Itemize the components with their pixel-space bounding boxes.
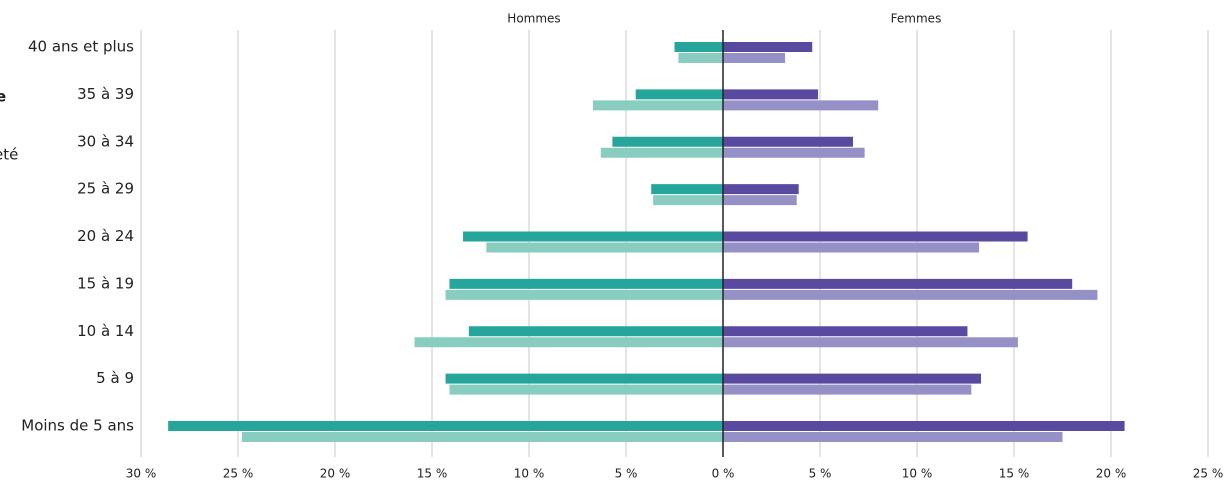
bar	[449, 278, 723, 289]
bar	[463, 231, 723, 242]
bar	[723, 53, 786, 63]
bar	[674, 42, 723, 52]
bar	[723, 242, 980, 253]
bar	[723, 432, 1063, 442]
x-tick-label: 5 %	[809, 467, 832, 481]
bar	[723, 231, 1028, 242]
bar	[445, 373, 723, 384]
bar	[445, 289, 723, 300]
x-tick-label: 15 %	[999, 467, 1030, 481]
bar	[241, 432, 723, 442]
bar	[723, 184, 799, 195]
bar	[653, 195, 723, 206]
x-tick-label: 20 %	[320, 467, 351, 481]
bar	[168, 421, 723, 431]
x-tick-label: 30 %	[126, 467, 157, 481]
bar	[723, 89, 819, 100]
bar	[449, 384, 723, 395]
x-tick-label: 25 %	[1193, 467, 1224, 481]
bar	[678, 53, 723, 63]
bar	[723, 278, 1073, 289]
y-tick-label: 40 ans et plus	[28, 38, 134, 56]
y-tick-label: 25 à 29	[77, 180, 134, 198]
bar	[612, 136, 723, 147]
clipped-text: eté	[0, 146, 18, 164]
y-tick-label: 10 à 14	[77, 322, 134, 340]
x-tick-label: 20 %	[1096, 467, 1127, 481]
x-tick-label: 10 %	[902, 467, 933, 481]
bar	[600, 147, 723, 158]
clipped-text: e	[0, 88, 6, 106]
bar	[723, 195, 797, 206]
x-tick-label: 10 %	[514, 467, 545, 481]
y-tick-label: 20 à 24	[77, 227, 134, 245]
x-tick-label: 0 %	[712, 467, 735, 481]
bar	[723, 421, 1125, 431]
left-header: Hommes	[507, 12, 560, 26]
bar	[414, 337, 723, 348]
bar	[486, 242, 723, 253]
bar	[723, 100, 879, 111]
x-tick-label: 25 %	[223, 467, 254, 481]
y-tick-label: 30 à 34	[77, 132, 134, 150]
bar	[723, 373, 982, 384]
bar	[723, 42, 813, 52]
bar	[723, 337, 1018, 348]
bar	[723, 384, 972, 395]
bar	[723, 326, 968, 337]
y-tick-label: 5 à 9	[96, 369, 134, 387]
right-header: Femmes	[891, 12, 942, 26]
bar	[593, 100, 723, 111]
bar	[468, 326, 723, 337]
bar	[651, 184, 723, 195]
y-tick-label: 35 à 39	[77, 85, 134, 103]
x-tick-label: 15 %	[417, 467, 448, 481]
bar	[635, 89, 723, 100]
y-tick-label: Moins de 5 ans	[21, 417, 134, 435]
bar	[723, 289, 1098, 300]
x-tick-label: 5 %	[615, 467, 638, 481]
y-tick-label: 15 à 19	[77, 274, 134, 292]
bar	[723, 136, 853, 147]
bar	[723, 147, 865, 158]
